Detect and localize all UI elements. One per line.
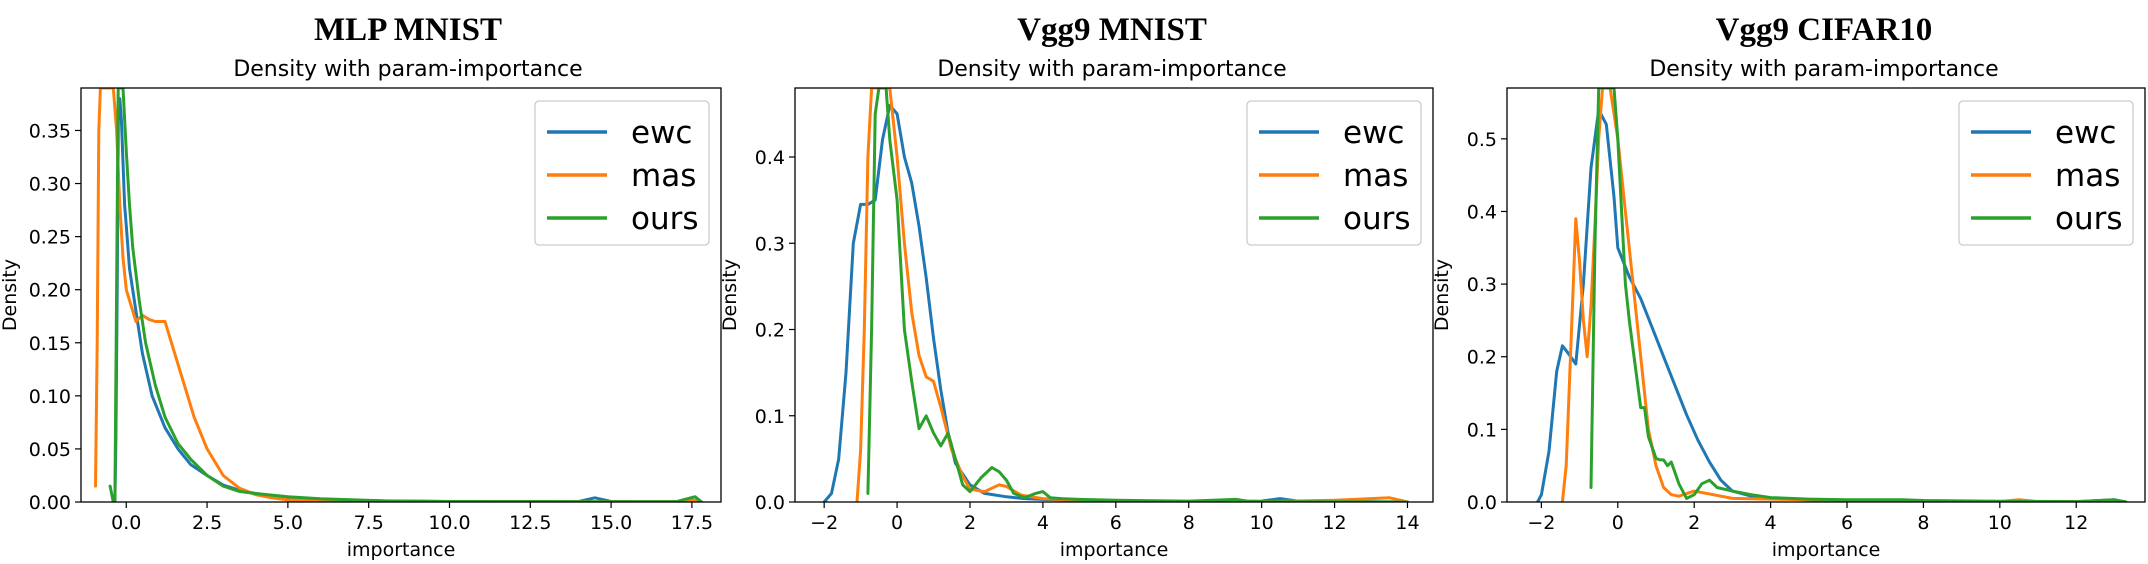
x-tick-label: 10.0 <box>428 512 470 534</box>
axes-frame <box>1506 87 2146 503</box>
y-tick-label: 0.2 <box>1467 347 1497 369</box>
axes-frame <box>80 87 722 503</box>
y-tick-label: 0.0 <box>755 492 785 514</box>
x-axis-label: importance <box>347 539 456 561</box>
y-axis-label: Density <box>1431 259 1453 331</box>
x-axis-label: importance <box>1060 539 1169 561</box>
y-tick-label: 0.2 <box>755 320 785 342</box>
legend: ewc mas ours <box>534 100 710 246</box>
y-tick-label: 0.35 <box>29 120 71 142</box>
x-tick-label: 14 <box>1395 512 1419 534</box>
x-tick-label: 6 <box>1841 512 1853 534</box>
x-tick-label: 4 <box>1037 512 1049 534</box>
y-axis-label: Density <box>0 259 21 331</box>
x-tick-label: 12 <box>2064 512 2088 534</box>
legend-box <box>534 100 710 246</box>
y-tick-label: 0.15 <box>29 333 71 355</box>
panel-title: Vgg9 MNIST <box>1017 12 1207 48</box>
panel-mlp-mnist: MLP MNIST Density with param-importance … <box>0 12 722 561</box>
series-lines <box>1536 88 2128 502</box>
y-tick-label: 0.4 <box>755 147 785 169</box>
x-tick-label: 6 <box>1110 512 1122 534</box>
x-tick-label: 0 <box>891 512 903 534</box>
x-tick-label: 4 <box>1765 512 1777 534</box>
panel-vgg9-cifar10: Vgg9 CIFAR10 Density with param-importan… <box>1431 12 2146 561</box>
y-tick-label: 0.10 <box>29 386 71 408</box>
x-tick-label: 10 <box>1988 512 2012 534</box>
x-tick-label: 2 <box>1688 512 1700 534</box>
legend: ewc mas ours <box>1246 100 1422 246</box>
series-line-ours <box>866 88 1409 502</box>
x-tick-label: 0 <box>1612 512 1624 534</box>
y-tick-label: 0.3 <box>755 233 785 255</box>
x-tick-label: 7.5 <box>354 512 384 534</box>
legend-label-ours: ours <box>1343 201 1411 237</box>
legend-box <box>1958 100 2134 246</box>
x-tick-label: −2 <box>1527 512 1555 534</box>
y-tick-label: 0.3 <box>1467 274 1497 296</box>
y-tick-label: 0.00 <box>29 492 71 514</box>
plot-area: 0.0 2.5 5.0 7.5 10.0 12.5 15.0 17.5 0.00 0.05 0.10… <box>29 87 722 534</box>
x-tick-label: 2.5 <box>192 512 222 534</box>
y-tick-label: 0.5 <box>1467 129 1497 151</box>
y-tick-label: 0.4 <box>1467 201 1497 223</box>
y-tick-label: 0.05 <box>29 439 71 461</box>
legend: ewc mas ours <box>1958 100 2134 246</box>
y-tick-label: 0.20 <box>29 280 71 302</box>
x-tick-label: −2 <box>810 512 838 534</box>
panel-title: Vgg9 CIFAR10 <box>1716 12 1933 48</box>
y-tick-label: 0.25 <box>29 227 71 249</box>
y-tick-label: 0.0 <box>1467 492 1497 514</box>
y-axis-label: Density <box>719 259 741 331</box>
legend-label-ewc: ewc <box>631 115 692 151</box>
x-tick-label: 17.5 <box>671 512 713 534</box>
legend-box <box>1246 100 1422 246</box>
plot-area: −2 0 2 4 6 8 10 12 14 0.0 0.1 0.2 0.3 0.4 ewc mas ours <box>755 87 1434 534</box>
x-tick-label: 2 <box>964 512 976 534</box>
y-tick-label: 0.1 <box>1467 419 1497 441</box>
panel-subtitle: Density with param-importance <box>1649 57 1998 82</box>
x-tick-label: 12 <box>1322 512 1346 534</box>
axes-frame <box>794 87 1434 503</box>
legend-label-ours: ours <box>631 201 699 237</box>
x-axis-label: importance <box>1772 539 1881 561</box>
panel-subtitle: Density with param-importance <box>937 57 1286 82</box>
x-tick-label: 0.0 <box>111 512 141 534</box>
legend-label-mas: mas <box>631 158 696 194</box>
panel-title: MLP MNIST <box>314 12 502 48</box>
panel-subtitle: Density with param-importance <box>233 57 582 82</box>
y-tick-label: 0.30 <box>29 174 71 196</box>
x-tick-label: 15.0 <box>590 512 632 534</box>
x-tick-label: 8 <box>1183 512 1195 534</box>
series-line-ours <box>1589 88 2128 502</box>
x-tick-label: 12.5 <box>509 512 551 534</box>
legend-label-mas: mas <box>2055 158 2120 194</box>
legend-label-ewc: ewc <box>1343 115 1404 151</box>
plot-area: −2 0 2 4 6 8 10 12 0.0 0.1 0.2 0.3 0.4 0.5 ewc mas ours <box>1467 87 2146 534</box>
x-tick-label: 5.0 <box>273 512 303 534</box>
x-tick-label: 10 <box>1250 512 1274 534</box>
panel-vgg9-mnist: Vgg9 MNIST Density with param-importance… <box>719 12 1434 561</box>
legend-label-ours: ours <box>2055 201 2123 237</box>
y-tick-label: 0.1 <box>755 406 785 428</box>
legend-label-mas: mas <box>1343 158 1408 194</box>
x-tick-label: 8 <box>1917 512 1929 534</box>
legend-label-ewc: ewc <box>2055 115 2116 151</box>
